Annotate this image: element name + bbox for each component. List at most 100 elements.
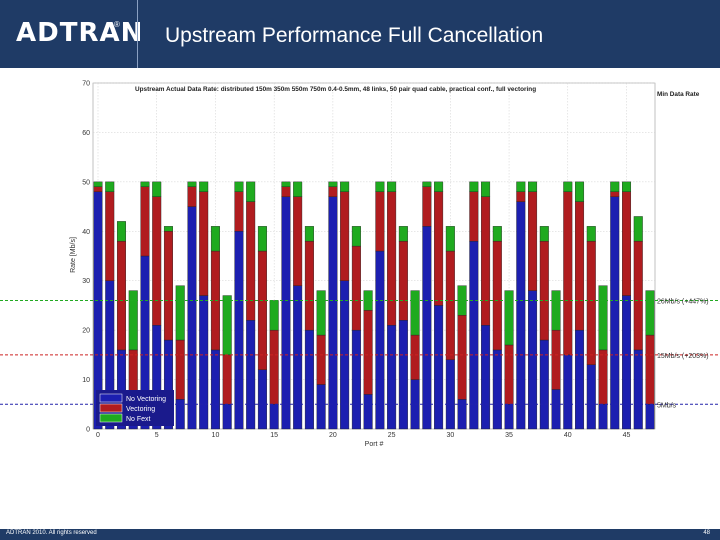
bar-no-fext <box>152 181 162 197</box>
x-axis-label: Port # <box>365 441 384 448</box>
bar-vectoring <box>187 186 197 207</box>
bar-no-fext <box>105 181 115 192</box>
bar-no-fext <box>516 181 526 192</box>
bar-no-vectoring <box>387 325 397 430</box>
bar-no-fext <box>281 181 291 188</box>
adtran-logo: ADTRAN <box>16 18 144 48</box>
bar-no-fext <box>234 181 244 192</box>
bar-vectoring <box>234 191 244 232</box>
bar-vectoring <box>222 354 232 405</box>
bar-no-fext <box>469 181 479 192</box>
bar-no-fext <box>610 181 620 192</box>
plot-area <box>92 82 656 430</box>
bar-vectoring <box>575 201 585 331</box>
bar-no-vectoring <box>645 404 655 430</box>
bar-vectoring <box>375 191 385 252</box>
bar-vectoring <box>622 191 632 296</box>
y-tick-label: 10 <box>82 377 90 384</box>
bar-vectoring <box>398 240 408 321</box>
bar-vectoring <box>328 186 338 197</box>
x-tick-label: 10 <box>212 432 220 439</box>
header-bar: ADTRAN ® Upstream Performance Full Cance… <box>0 0 720 68</box>
y-ticks: 0 10 20 30 40 50 60 70 <box>82 81 90 434</box>
bar-no-fext <box>210 226 220 252</box>
bar-vectoring <box>199 191 209 296</box>
bar-no-vectoring <box>293 285 303 430</box>
bar-no-fext <box>293 181 303 197</box>
bar-vectoring <box>481 196 491 326</box>
x-tick-label: 15 <box>270 432 278 439</box>
bar-vectoring <box>586 240 596 365</box>
bar-no-vectoring <box>575 329 585 430</box>
bar-no-fext <box>387 181 397 192</box>
x-tick-label: 20 <box>329 432 337 439</box>
reference-label: 26Mb/s (+447%) <box>657 298 709 305</box>
bar-vectoring <box>457 315 467 400</box>
bar-vectoring <box>351 245 361 331</box>
bar-vectoring <box>257 250 267 370</box>
bar-no-vectoring <box>281 196 291 430</box>
bar-no-vectoring <box>563 354 573 430</box>
legend: No Vectoring Vectoring No Fext <box>96 390 174 426</box>
bar-no-fext <box>622 181 632 192</box>
bar-no-vectoring <box>434 305 444 430</box>
bar-vectoring <box>610 191 620 197</box>
legend-label-vectoring: Vectoring <box>126 406 155 413</box>
y-tick-label: 70 <box>82 81 90 88</box>
bar-no-fext <box>481 181 491 197</box>
bar-no-fext <box>434 181 444 192</box>
min-data-rate-header: Min Data Rate <box>657 91 700 98</box>
bar-no-fext <box>116 221 126 242</box>
bar-no-fext <box>492 226 502 242</box>
bar-vectoring <box>387 191 397 326</box>
bar-no-vectoring <box>363 394 373 430</box>
bar-vectoring <box>304 240 314 331</box>
bar-no-fext <box>575 181 585 202</box>
bar-vectoring <box>340 191 350 281</box>
bar-no-fext <box>445 226 455 252</box>
bar-no-fext <box>328 181 338 188</box>
registered-mark: ® <box>114 20 120 29</box>
bar-no-fext <box>222 295 232 356</box>
legend-label-no-fext: No Fext <box>126 416 151 423</box>
bar-no-vectoring <box>539 339 549 430</box>
bar-no-vectoring <box>551 389 561 430</box>
bar-no-fext <box>128 290 138 351</box>
bar-vectoring <box>316 334 326 385</box>
bar-no-vectoring <box>269 404 279 430</box>
bar-vectoring <box>269 329 279 405</box>
x-tick-label: 45 <box>623 432 631 439</box>
bar-no-fext <box>645 290 655 336</box>
bar-no-vectoring <box>598 404 608 430</box>
bar-vectoring <box>281 186 291 197</box>
page-title: Upstream Performance Full Cancellation <box>165 24 544 47</box>
bar-no-vectoring <box>210 349 220 430</box>
bar-no-fext <box>175 285 185 341</box>
x-tick-label: 5 <box>155 432 159 439</box>
bar-no-vectoring <box>304 329 314 430</box>
bar-no-fext <box>340 181 350 192</box>
bar-no-vectoring <box>222 404 232 430</box>
bar-vectoring <box>410 334 420 380</box>
reference-label: 5Mb/s <box>657 402 677 409</box>
y-axis-label: Rate [Mb/s] <box>70 237 77 273</box>
bar-vectoring <box>93 186 103 192</box>
bar-no-vectoring <box>316 384 326 430</box>
bar-no-vectoring <box>622 295 632 430</box>
bar-no-fext <box>199 181 209 192</box>
bar-no-vectoring <box>586 364 596 430</box>
y-tick-label: 50 <box>82 179 90 186</box>
bar-vectoring <box>563 191 573 356</box>
bar-vectoring <box>422 186 432 227</box>
legend-label-no-vectoring: No Vectoring <box>126 396 166 403</box>
bar-no-fext <box>633 216 643 242</box>
bar-no-fext <box>528 181 538 192</box>
bar-no-vectoring <box>492 349 502 430</box>
x-tick-label: 30 <box>446 432 454 439</box>
bar-vectoring <box>645 334 655 405</box>
bar-vectoring <box>469 191 479 242</box>
bar-no-fext <box>563 181 573 192</box>
bar-vectoring <box>633 240 643 351</box>
chart: 26Mb/s (+447%) 15Mb/s (+203%) 5Mb/s 0 10 20 3… <box>0 81 720 448</box>
bar-vectoring <box>539 240 549 341</box>
